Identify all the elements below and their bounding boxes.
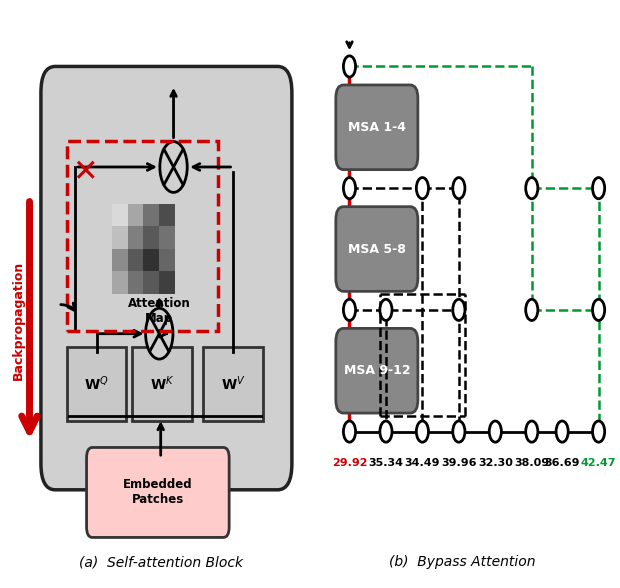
FancyBboxPatch shape [41, 66, 292, 490]
Text: 35.34: 35.34 [368, 458, 404, 468]
FancyBboxPatch shape [336, 328, 418, 413]
Circle shape [343, 299, 356, 320]
Text: 36.69: 36.69 [544, 458, 580, 468]
Text: Embedded
Patches: Embedded Patches [123, 479, 193, 506]
FancyBboxPatch shape [66, 347, 126, 421]
Circle shape [380, 299, 392, 320]
Circle shape [343, 178, 356, 199]
Text: 34.49: 34.49 [405, 458, 440, 468]
Circle shape [593, 178, 604, 199]
FancyBboxPatch shape [336, 206, 418, 291]
Text: 32.30: 32.30 [478, 458, 513, 468]
FancyBboxPatch shape [203, 347, 264, 421]
Circle shape [416, 178, 428, 199]
Circle shape [593, 421, 604, 442]
Circle shape [343, 56, 356, 77]
Circle shape [453, 178, 465, 199]
Circle shape [453, 299, 465, 320]
Circle shape [416, 421, 428, 442]
Text: (b)  Bypass Attention: (b) Bypass Attention [389, 555, 535, 569]
Text: 29.92: 29.92 [332, 458, 367, 468]
Text: 39.96: 39.96 [441, 458, 477, 468]
FancyBboxPatch shape [336, 85, 418, 169]
Text: 42.47: 42.47 [581, 458, 616, 468]
Circle shape [526, 178, 538, 199]
Circle shape [380, 421, 392, 442]
Text: 38.09: 38.09 [514, 458, 549, 468]
Text: Attention
Map: Attention Map [128, 297, 191, 325]
Text: ✕: ✕ [73, 158, 98, 187]
Text: W$^Q$: W$^Q$ [84, 375, 109, 393]
Circle shape [343, 421, 356, 442]
Circle shape [526, 299, 538, 320]
Circle shape [593, 299, 604, 320]
FancyBboxPatch shape [132, 347, 192, 421]
FancyBboxPatch shape [87, 447, 229, 537]
Circle shape [556, 421, 568, 442]
Circle shape [160, 142, 187, 192]
Text: W$^K$: W$^K$ [150, 375, 174, 393]
Circle shape [146, 308, 173, 359]
Text: MSA 9-12: MSA 9-12 [343, 364, 410, 377]
Circle shape [489, 421, 502, 442]
Circle shape [526, 421, 538, 442]
Circle shape [453, 421, 465, 442]
Text: (a)  Self-attention Block: (a) Self-attention Block [79, 555, 242, 569]
Text: MSA 5-8: MSA 5-8 [348, 242, 405, 256]
Text: MSA 1-4: MSA 1-4 [348, 121, 406, 134]
Text: W$^V$: W$^V$ [221, 375, 246, 393]
Text: Backpropagation: Backpropagation [12, 261, 25, 380]
